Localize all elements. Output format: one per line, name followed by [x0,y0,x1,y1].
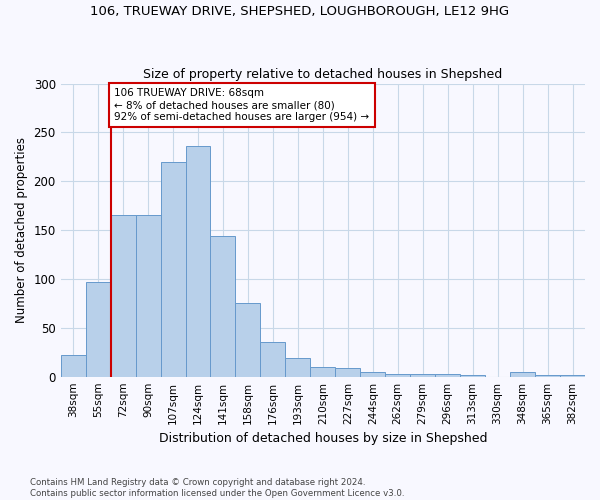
X-axis label: Distribution of detached houses by size in Shepshed: Distribution of detached houses by size … [158,432,487,445]
Bar [185,146,211,376]
Y-axis label: Number of detached properties: Number of detached properties [15,137,28,323]
Bar [435,374,460,376]
Text: Contains HM Land Registry data © Crown copyright and database right 2024.
Contai: Contains HM Land Registry data © Crown c… [30,478,404,498]
Bar [335,368,360,376]
Bar [460,374,485,376]
Bar [510,372,535,376]
Bar [360,372,385,376]
Bar [110,216,136,376]
Text: 106 TRUEWAY DRIVE: 68sqm
← 8% of detached houses are smaller (80)
92% of semi-de: 106 TRUEWAY DRIVE: 68sqm ← 8% of detache… [115,88,370,122]
Bar [211,236,235,376]
Bar [310,367,335,376]
Bar [161,162,185,376]
Bar [86,282,110,376]
Bar [410,374,435,376]
Title: Size of property relative to detached houses in Shepshed: Size of property relative to detached ho… [143,68,502,81]
Bar [235,304,260,376]
Text: 106, TRUEWAY DRIVE, SHEPSHED, LOUGHBOROUGH, LE12 9HG: 106, TRUEWAY DRIVE, SHEPSHED, LOUGHBOROU… [91,5,509,18]
Bar [286,358,310,376]
Bar [535,374,560,376]
Bar [385,374,410,376]
Bar [61,355,86,376]
Bar [136,216,161,376]
Bar [560,374,585,376]
Bar [260,342,286,376]
